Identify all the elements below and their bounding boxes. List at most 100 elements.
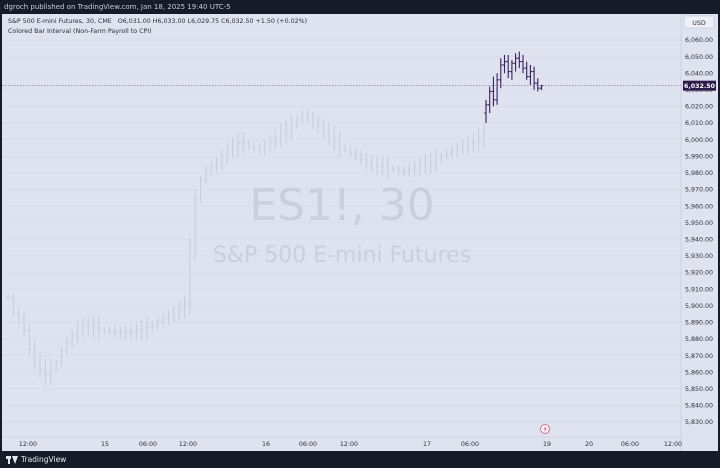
price-bar [300,110,304,124]
plot-background [2,39,681,423]
price-bar [305,109,310,124]
price-bar [439,153,443,163]
highlight-bar [510,59,514,80]
y-tick-label: 5,930.00 [685,253,713,260]
price-bar [113,325,117,338]
watermark: ES1!, 30 S&P 500 E-mini Futures [213,180,471,268]
watermark-ticker: ES1!, 30 [249,180,434,231]
price-bar [134,321,138,342]
price-bar [311,112,315,130]
price-bar [70,329,74,349]
price-bar [118,326,122,339]
chart-area[interactable]: ES1!, 30 S&P 500 E-mini Futures 6,060.00… [2,14,718,451]
price-bar [38,353,42,378]
price-bar [380,156,384,177]
highlight-bar [506,54,510,79]
highlight-bar [536,78,540,92]
price-bar [140,319,144,341]
price-bar [65,337,69,356]
price-bar [75,322,80,343]
watermark-name: S&P 500 E-mini Futures [213,243,471,268]
price-bar [145,316,149,340]
price-bar [129,324,133,341]
price-bar [321,118,326,140]
price-bar [198,176,203,203]
y-tick-label: 6,050.00 [685,54,713,61]
y-tick-label: 6,040.00 [685,70,713,77]
y-tick-label: 5,870.00 [685,353,713,360]
price-bar [193,188,197,259]
y-tick-label: 5,860.00 [685,369,713,376]
x-tick-label: 16 [262,441,270,448]
y-tick-label: 5,910.00 [685,286,713,293]
price-bar [247,139,251,150]
x-tick-label: 12:00 [179,441,197,448]
price-bar [466,135,470,155]
y-tick-label: 5,830.00 [685,419,713,426]
price-bar [22,313,26,337]
price-bar [444,148,449,161]
x-tick-label: 19 [543,441,551,448]
price-bar [17,307,21,325]
tradingview-logo[interactable]: TradingView [6,454,66,465]
currency-button[interactable]: USD [683,15,715,29]
highlight-bar [502,54,507,74]
x-tick-label: 12:00 [340,441,358,448]
highlight-bar [491,76,496,107]
price-bar [11,293,15,317]
price-bar [428,151,433,173]
price-bar [43,358,48,386]
y-axis[interactable]: 6,060.006,050.006,040.006,030.006,020.00… [680,14,713,451]
price-bar [375,155,379,176]
price-bar [54,359,58,372]
price-bar [354,147,358,162]
price-bar [166,309,171,326]
price-bar [407,163,411,178]
highlight-bar [521,54,525,74]
x-tick-label: 20 [585,441,593,448]
y-tick-label: 5,940.00 [685,237,713,244]
price-bar [204,165,208,184]
price-bar [418,156,422,176]
price-bar [412,160,417,177]
x-tick-label: 06:00 [139,441,157,448]
price-bar [81,317,85,337]
y-tick-label: 5,950.00 [685,220,713,227]
price-bar [209,161,213,175]
x-axis[interactable]: 12:00 15 06:00 12:00 16 06:00 12:00 17 06:00 19 20… [2,436,682,448]
y-tick-label: 5,960.00 [685,203,713,210]
price-bar [471,132,475,152]
y-tick-label: 5,850.00 [685,386,713,393]
published-by-bar: dgroch published on TradingView.com, Jan… [0,0,720,14]
price-bar [263,140,267,156]
price-bar [391,164,395,173]
y-tick-label: 6,060.00 [685,37,713,44]
y-tick-label: 5,920.00 [685,270,713,277]
price-bar [455,141,459,158]
highlight-bar [513,53,518,72]
price-bar [231,137,235,159]
x-tick-label: 17 [423,441,431,448]
price-bar [172,305,176,323]
price-bar [156,318,160,330]
price-bar [343,143,347,153]
price-bar [236,133,240,157]
price-bar [482,123,486,149]
price-bar [91,315,96,338]
footer-bar: TradingView [0,451,720,468]
y-tick-label: 5,900.00 [685,303,713,310]
price-bar [177,301,181,321]
highlight-bar [484,99,488,124]
event-marker[interactable] [540,424,550,434]
price-bar [188,237,192,315]
y-tick-label: 5,970.00 [685,187,713,194]
price-bar [423,153,427,174]
price-bar [370,154,374,173]
y-tick-label: 6,020.00 [685,104,713,111]
price-bar [434,148,438,173]
price-chart[interactable]: ES1!, 30 S&P 500 E-mini Futures 6,060.00… [2,14,718,451]
highlight-bar [499,58,503,89]
price-bar [220,149,224,170]
price-bar [49,357,53,387]
price-bar [337,130,342,158]
